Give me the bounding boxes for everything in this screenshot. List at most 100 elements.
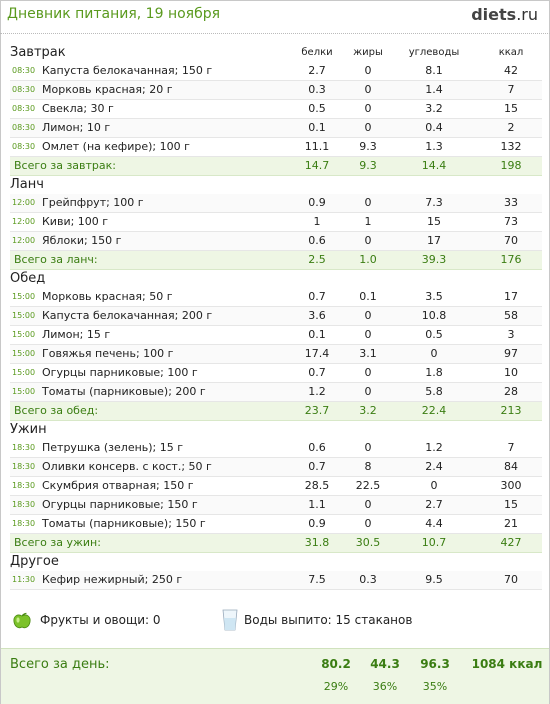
food-carbs: 15 xyxy=(388,212,480,232)
food-row[interactable]: 15:00 Капуста белокачанная; 200 г 3.6 0 10.8… xyxy=(10,306,542,326)
meal-total-label: Всего за завтрак: xyxy=(10,156,286,176)
food-kcal: 33 xyxy=(480,194,542,213)
column-header-carbs: углеводы xyxy=(408,47,460,58)
meal-total-carbs: 10.7 xyxy=(388,533,480,553)
empty-cell xyxy=(388,270,480,289)
food-row[interactable]: 12:00 Киви; 100 г 1 1 15 73 xyxy=(10,212,542,232)
food-fat: 22.5 xyxy=(348,476,388,496)
food-row[interactable]: 12:00 Яблоки; 150 г 0.6 0 17 70 xyxy=(10,231,542,251)
empty-cell xyxy=(348,270,388,289)
food-carbs: 5.8 xyxy=(388,382,480,402)
food-protein: 0.7 xyxy=(286,363,348,383)
food-carbs: 3.5 xyxy=(388,288,480,307)
food-name: Свекла; 30 г xyxy=(42,99,286,119)
food-time: 18:30 xyxy=(10,514,42,534)
food-row[interactable]: 18:30 Оливки консерв. с кост.; 50 г 0.7 8 2.… xyxy=(10,457,542,477)
column-header-protein: белки xyxy=(301,47,333,58)
food-protein: 28.5 xyxy=(286,476,348,496)
food-fat: 0 xyxy=(348,514,388,534)
food-row[interactable]: 08:30 Капуста белокачанная; 150 г 2.7 0 8.1 4… xyxy=(10,62,542,81)
food-time: 15:00 xyxy=(10,288,42,307)
food-kcal: 84 xyxy=(480,457,542,477)
meal-name: Ланч xyxy=(10,177,44,192)
meal-total-carbs: 39.3 xyxy=(388,250,480,270)
meal-header: Обед xyxy=(10,270,542,289)
meal-total-fat: 3.2 xyxy=(348,401,388,421)
food-carbs: 1.4 xyxy=(388,80,480,100)
food-carbs: 2.7 xyxy=(388,495,480,515)
food-name: Огурцы парниковые; 150 г xyxy=(42,495,286,515)
empty-cell xyxy=(388,421,480,440)
food-fat: 1 xyxy=(348,212,388,232)
food-row[interactable]: 18:30 Огурцы парниковые; 150 г 1.1 0 2.7 15 xyxy=(10,495,542,515)
food-protein: 7.5 xyxy=(286,571,348,590)
food-row[interactable]: 18:30 Скумбрия отварная; 150 г 28.5 22.5 0 30… xyxy=(10,476,542,496)
food-kcal: 17 xyxy=(480,288,542,307)
food-fat: 0.3 xyxy=(348,571,388,590)
food-kcal: 300 xyxy=(480,476,542,496)
meal-total-row: Всего за обед: 23.7 3.2 22.4 213 xyxy=(10,401,542,421)
food-fat: 0 xyxy=(348,439,388,458)
food-row[interactable]: 08:30 Омлет (на кефире); 100 г 11.1 9.3 1.3 1… xyxy=(10,137,542,157)
food-kcal: 15 xyxy=(480,495,542,515)
food-fat: 3.1 xyxy=(348,344,388,364)
food-carbs: 3.2 xyxy=(388,99,480,119)
water-glass-icon xyxy=(222,609,238,631)
food-row[interactable]: 18:30 Томаты (парниковые); 150 г 0.9 0 4.4 21 xyxy=(10,514,542,534)
food-kcal: 70 xyxy=(480,571,542,590)
food-fat: 0.1 xyxy=(348,288,388,307)
food-name: Капуста белокачанная; 200 г xyxy=(42,306,286,326)
site-logo[interactable]: diets.ru xyxy=(471,5,538,24)
food-row[interactable]: 08:30 Морковь красная; 20 г 0.3 0 1.4 7 xyxy=(10,80,542,100)
day-total-label: Всего за день: xyxy=(10,657,110,672)
food-time: 15:00 xyxy=(10,344,42,364)
empty-cell xyxy=(388,176,480,195)
food-name: Лимон; 15 г xyxy=(42,325,286,345)
food-row[interactable]: 15:00 Лимон; 15 г 0.1 0 0.5 3 xyxy=(10,325,542,345)
food-carbs: 7.3 xyxy=(388,194,480,213)
meal-total-kcal: 213 xyxy=(480,401,542,421)
column-header-fat: жиры xyxy=(353,47,383,58)
page-title: Дневник питания, 19 ноября xyxy=(7,6,221,22)
food-carbs: 1.8 xyxy=(388,363,480,383)
food-row[interactable]: 08:30 Свекла; 30 г 0.5 0 3.2 15 xyxy=(10,99,542,119)
logo-suffix: .ru xyxy=(516,5,538,24)
food-name: Капуста белокачанная; 150 г xyxy=(42,62,286,81)
meal-header: Ланч xyxy=(10,176,542,195)
food-protein: 0.1 xyxy=(286,325,348,345)
food-row[interactable]: 15:00 Морковь красная; 50 г 0.7 0.1 3.5 17 xyxy=(10,288,542,307)
food-row[interactable]: 08:30 Лимон; 10 г 0.1 0 0.4 2 xyxy=(10,118,542,138)
food-carbs: 2.4 xyxy=(388,457,480,477)
food-row[interactable]: 11:30 Кефир нежирный; 250 г 7.5 0.3 9.5 70 xyxy=(10,571,542,590)
column-header-kcal: ккал xyxy=(498,47,524,58)
food-row[interactable]: 18:30 Петрушка (зелень); 15 г 0.6 0 1.2 7 xyxy=(10,439,542,458)
food-name: Киви; 100 г xyxy=(42,212,286,232)
food-row[interactable]: 15:00 Говяжья печень; 100 г 17.4 3.1 0 97 xyxy=(10,344,542,364)
food-kcal: 28 xyxy=(480,382,542,402)
empty-cell xyxy=(348,421,388,440)
meal-header: Завтрак белки жиры углеводы ккал xyxy=(10,44,542,62)
meal-total-row: Всего за ланч: 2.5 1.0 39.3 176 xyxy=(10,250,542,270)
water-count: Воды выпито: 15 стаканов xyxy=(244,613,413,627)
meal-total-label: Всего за ужин: xyxy=(10,533,286,553)
day-total-kcal: 1084 ккал xyxy=(471,657,543,671)
food-protein: 0.6 xyxy=(286,231,348,251)
food-row[interactable]: 15:00 Огурцы парниковые; 100 г 0.7 0 1.8 10 xyxy=(10,363,542,383)
food-carbs: 4.4 xyxy=(388,514,480,534)
food-protein: 0.7 xyxy=(286,288,348,307)
food-carbs: 1.2 xyxy=(388,439,480,458)
meal-total-carbs: 22.4 xyxy=(388,401,480,421)
empty-cell xyxy=(348,553,388,572)
meal-total-fat: 30.5 xyxy=(348,533,388,553)
empty-cell xyxy=(286,553,348,572)
food-row[interactable]: 15:00 Томаты (парниковые); 200 г 1.2 0 5.8 28 xyxy=(10,382,542,402)
food-row[interactable]: 12:00 Грейпфрут; 100 г 0.9 0 7.3 33 xyxy=(10,194,542,213)
empty-cell xyxy=(286,421,348,440)
empty-cell xyxy=(480,270,542,289)
food-time: 15:00 xyxy=(10,363,42,383)
food-time: 12:00 xyxy=(10,231,42,251)
fruit-veg-count: Фрукты и овощи: 0 xyxy=(40,613,161,627)
food-protein: 2.7 xyxy=(286,62,348,81)
meal-total-carbs: 14.4 xyxy=(388,156,480,176)
food-fat: 0 xyxy=(348,363,388,383)
